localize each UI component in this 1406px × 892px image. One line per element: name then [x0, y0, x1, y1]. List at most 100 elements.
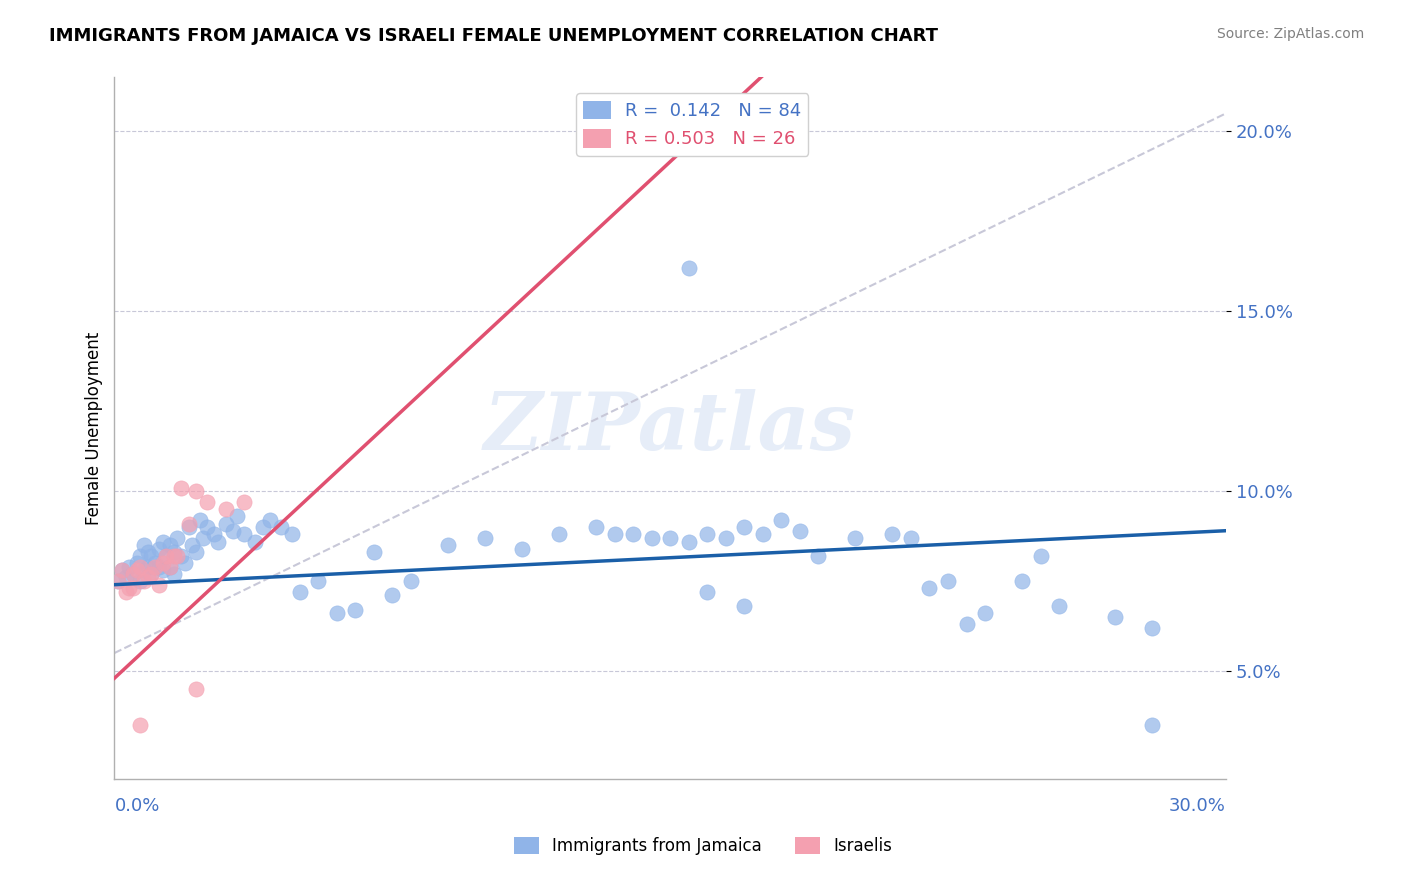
Point: [770, 513, 793, 527]
Point: [195, 520, 218, 534]
Point: [733, 599, 755, 614]
Point: [789, 524, 811, 538]
Point: [143, 559, 166, 574]
Point: [122, 566, 145, 581]
Point: [188, 513, 211, 527]
Point: [270, 520, 292, 534]
Point: [166, 531, 188, 545]
Point: [136, 559, 159, 574]
Text: Source: ZipAtlas.com: Source: ZipAtlas.com: [1216, 27, 1364, 41]
Point: [148, 559, 170, 574]
Text: ZIPatlas: ZIPatlas: [484, 390, 856, 467]
Point: [148, 541, 170, 556]
Point: [281, 527, 304, 541]
Point: [132, 538, 155, 552]
Point: [152, 556, 174, 570]
Point: [288, 585, 311, 599]
Point: [122, 566, 145, 581]
Point: [640, 531, 662, 545]
Point: [184, 484, 207, 499]
Point: [125, 556, 148, 570]
Point: [381, 589, 404, 603]
Point: [122, 582, 145, 596]
Point: [111, 563, 134, 577]
Point: [152, 534, 174, 549]
Point: [195, 495, 218, 509]
Point: [184, 681, 207, 696]
Point: [233, 527, 256, 541]
Point: [325, 607, 347, 621]
Point: [132, 563, 155, 577]
Point: [307, 574, 329, 588]
Point: [141, 566, 163, 581]
Point: [136, 570, 159, 584]
Point: [696, 527, 718, 541]
Point: [900, 531, 922, 545]
Point: [548, 527, 571, 541]
Point: [166, 549, 188, 563]
Point: [125, 563, 148, 577]
Point: [170, 481, 193, 495]
Point: [155, 549, 177, 563]
Point: [363, 545, 385, 559]
Point: [159, 538, 181, 552]
Point: [141, 549, 163, 563]
Point: [844, 531, 866, 545]
Point: [163, 566, 186, 581]
Point: [141, 566, 163, 581]
Point: [143, 556, 166, 570]
Point: [184, 545, 207, 559]
Point: [163, 549, 186, 563]
Y-axis label: Female Unemployment: Female Unemployment: [86, 332, 103, 524]
Point: [603, 527, 626, 541]
Point: [259, 513, 281, 527]
Point: [225, 509, 247, 524]
Point: [245, 534, 267, 549]
Point: [233, 495, 256, 509]
Point: [136, 545, 159, 559]
Point: [118, 582, 141, 596]
Point: [1011, 574, 1033, 588]
Point: [399, 574, 422, 588]
Point: [1029, 549, 1052, 563]
Point: [714, 531, 737, 545]
Point: [148, 577, 170, 591]
Point: [807, 549, 830, 563]
Text: 0.0%: 0.0%: [114, 797, 160, 815]
Point: [214, 516, 236, 531]
Point: [974, 607, 997, 621]
Point: [173, 556, 195, 570]
Point: [437, 538, 460, 552]
Point: [585, 520, 607, 534]
Point: [252, 520, 274, 534]
Text: IMMIGRANTS FROM JAMAICA VS ISRAELI FEMALE UNEMPLOYMENT CORRELATION CHART: IMMIGRANTS FROM JAMAICA VS ISRAELI FEMAL…: [49, 27, 938, 45]
Point: [114, 585, 136, 599]
Point: [159, 559, 181, 574]
Point: [107, 574, 129, 588]
Point: [1140, 718, 1163, 732]
Point: [155, 549, 177, 563]
Point: [918, 582, 941, 596]
Point: [1140, 621, 1163, 635]
Point: [1047, 599, 1070, 614]
Point: [107, 574, 129, 588]
Point: [474, 531, 496, 545]
Point: [204, 527, 226, 541]
Point: [170, 549, 193, 563]
Point: [177, 520, 200, 534]
Point: [152, 563, 174, 577]
Point: [207, 534, 229, 549]
Point: [129, 718, 152, 732]
Text: 30.0%: 30.0%: [1168, 797, 1226, 815]
Legend: Immigrants from Jamaica, Israelis: Immigrants from Jamaica, Israelis: [508, 830, 898, 862]
Point: [181, 538, 204, 552]
Point: [163, 545, 186, 559]
Point: [114, 570, 136, 584]
Point: [733, 520, 755, 534]
Point: [696, 585, 718, 599]
Point: [222, 524, 245, 538]
Point: [118, 559, 141, 574]
Point: [882, 527, 904, 541]
Point: [621, 527, 644, 541]
Legend: R =  0.142   N = 84, R = 0.503   N = 26: R = 0.142 N = 84, R = 0.503 N = 26: [576, 94, 808, 155]
